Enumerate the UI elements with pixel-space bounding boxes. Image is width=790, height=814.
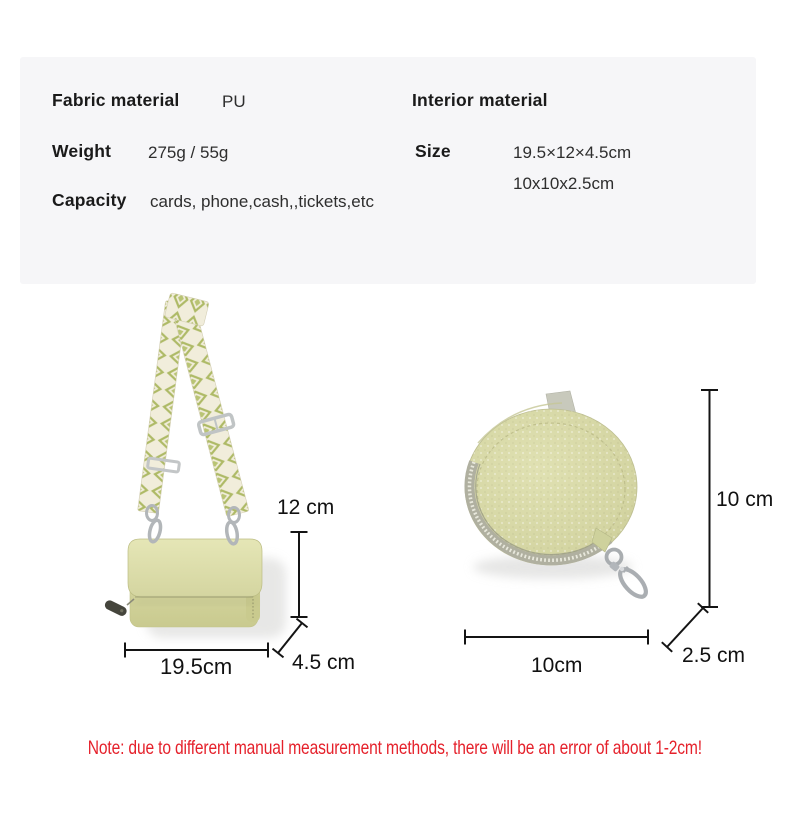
spec-value-fabric-material: PU: [222, 92, 246, 111]
snap-hook-left: [147, 518, 163, 544]
bag-depth-line: [271, 617, 309, 659]
crossbody-bag-photo: [104, 292, 286, 638]
bag-height-label: 12 cm: [277, 496, 335, 519]
strap-ring-left: [145, 504, 159, 522]
purse-depth-label: 2.5 cm: [682, 644, 746, 667]
spec-value-size-2: 10x10x2.5cm: [513, 174, 615, 193]
strap-fold: [164, 292, 209, 327]
purse-depth-line: [661, 602, 709, 653]
measurement-note: Note: due to different manual measuremen…: [87, 737, 703, 759]
bag-zipper-pull: [104, 600, 127, 616]
purse-width-line: [464, 629, 649, 645]
spec-value-size-1: 19.5×12×4.5cm: [513, 143, 632, 162]
purse-zipper: [464, 460, 613, 566]
bag-strap: [137, 292, 249, 524]
bag-flap: [127, 538, 263, 598]
spec-label-size: Size: [415, 141, 451, 161]
snap-hook-right: [224, 520, 240, 546]
strap-slider: [146, 456, 181, 474]
spec-label-fabric-material: Fabric material: [52, 90, 180, 110]
spec-value-capacity: cards, phone,cash,,tickets,etc: [150, 192, 374, 211]
strap-right-strand: [172, 303, 249, 517]
strap-buckle: [196, 412, 236, 437]
bag-width-label: 19.5cm: [160, 654, 233, 679]
purse-height-label: 10 cm: [716, 488, 774, 511]
spec-label-weight: Weight: [52, 141, 112, 161]
spec-label-interior-material: Interior material: [412, 90, 548, 110]
bag-body: [127, 538, 263, 628]
bag-height-line: [290, 531, 308, 618]
measurement-note-row: Note: due to different manual measuremen…: [0, 737, 790, 760]
spec-label-capacity: Capacity: [52, 190, 127, 210]
purse-shadow: [473, 555, 633, 579]
purse-clip-hook: [591, 527, 648, 599]
purse-back-fold: [477, 402, 563, 444]
purse-texture: [465, 409, 637, 565]
dimension-lines: [124, 389, 718, 659]
bag-depth-label: 4.5 cm: [292, 651, 356, 674]
spec-panel: Fabric material PU Interior material Wei…: [20, 57, 756, 284]
bag-width-line: [124, 642, 269, 658]
purse-width-label: 10cm: [531, 654, 583, 677]
spec-value-weight: 275g / 55g: [148, 143, 229, 162]
purse-height-line: [701, 389, 718, 608]
coin-purse-photo: [464, 390, 648, 599]
